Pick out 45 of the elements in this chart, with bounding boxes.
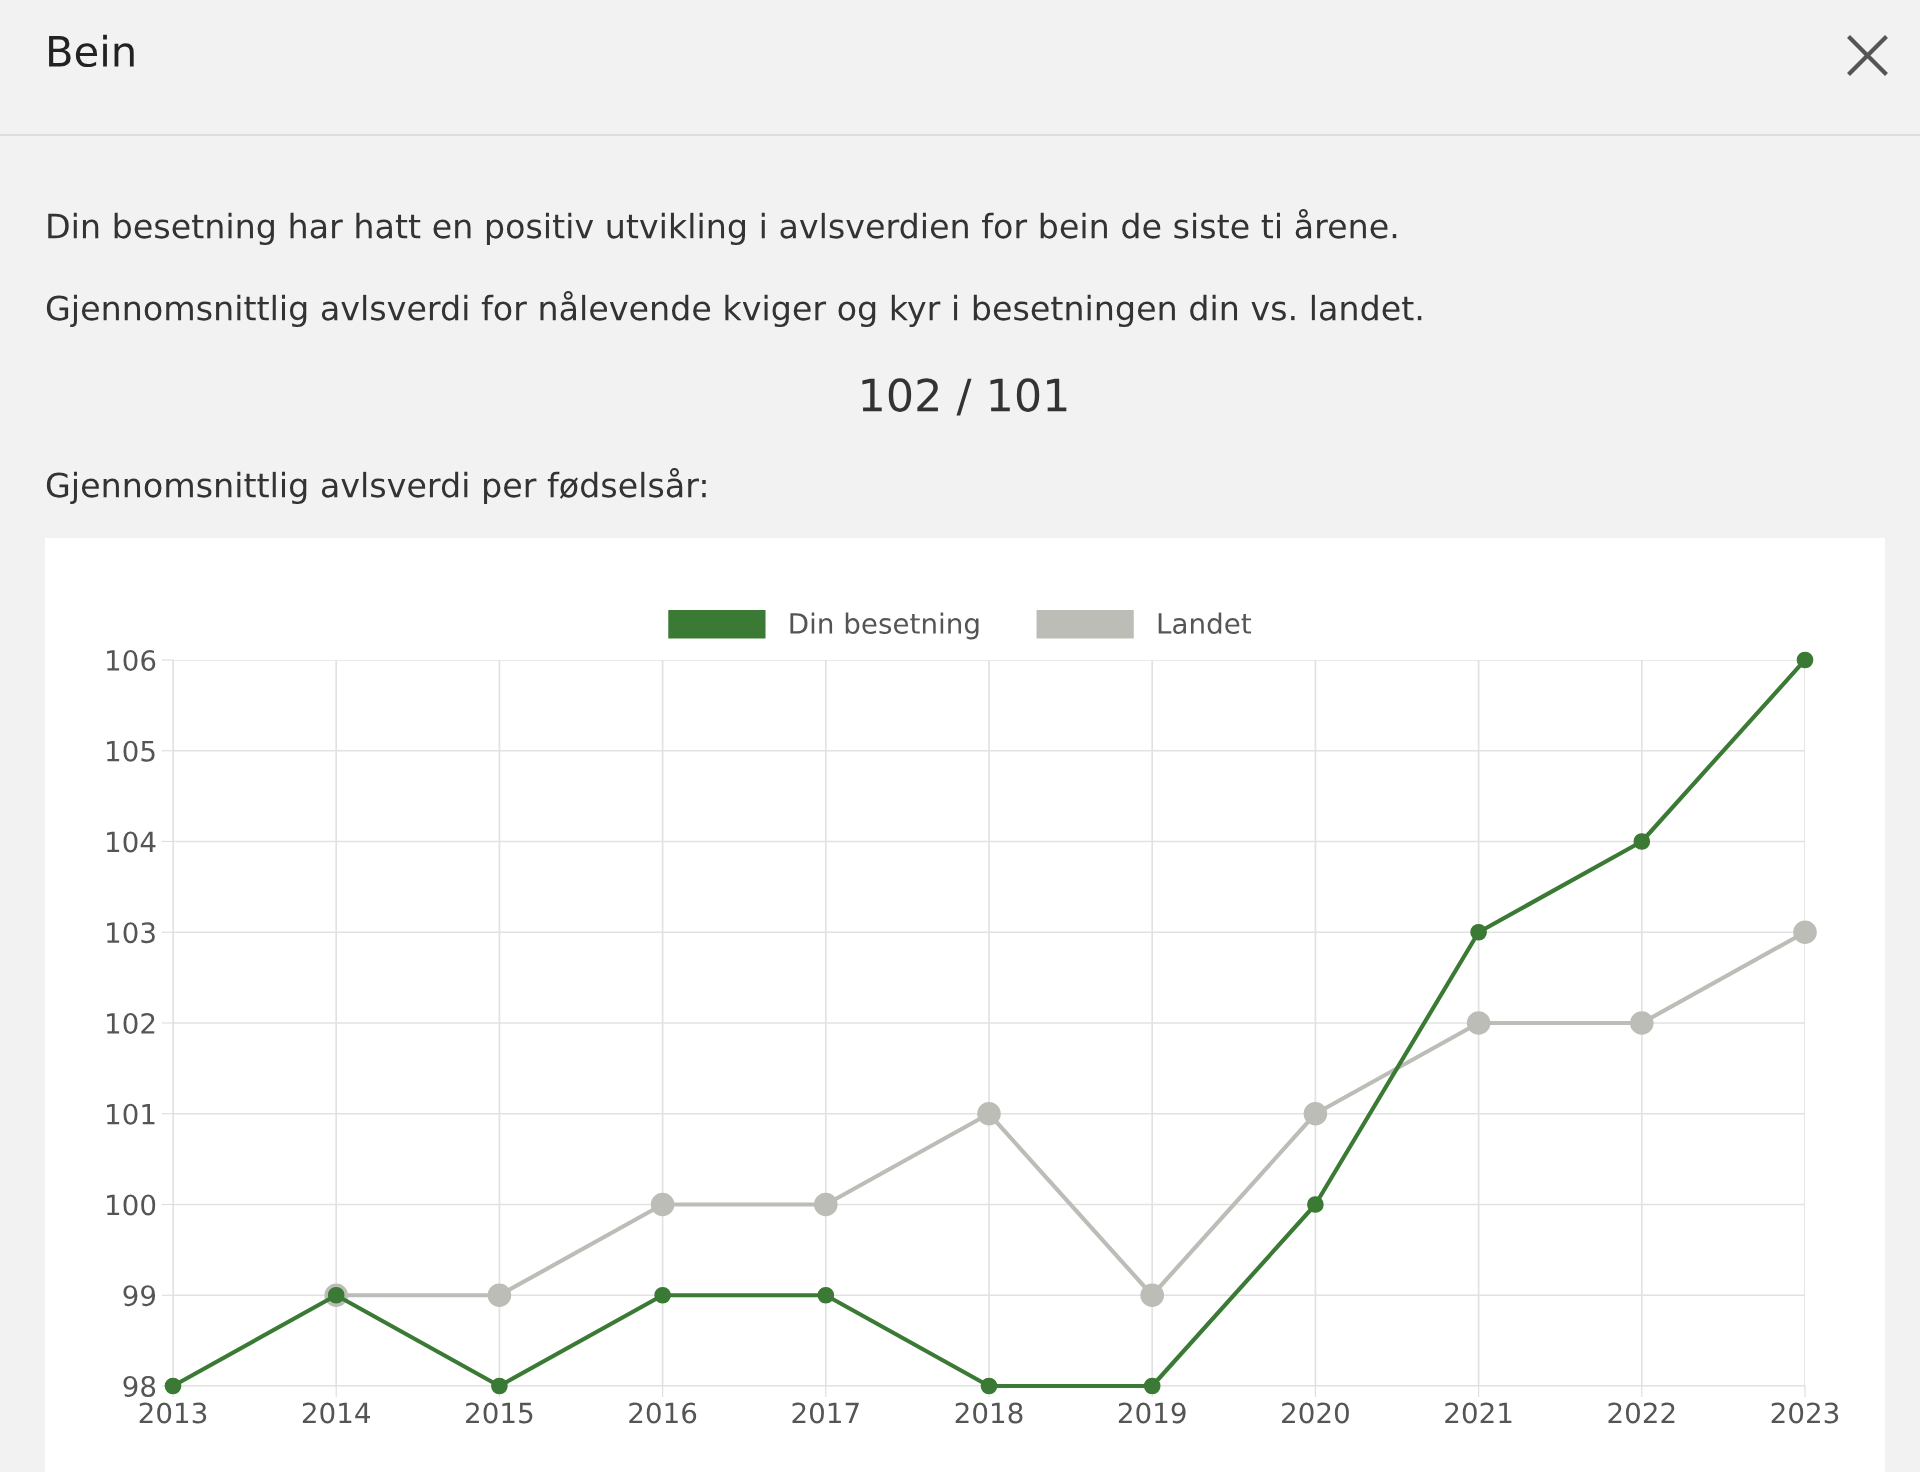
y-tick-label: 106 <box>107 649 156 671</box>
legend-label: Landet <box>1158 612 1252 635</box>
x-tick-label: 2018 <box>955 1402 1023 1424</box>
x-tick-label: 2014 <box>302 1402 370 1424</box>
point <box>1466 1011 1491 1035</box>
point <box>1143 1377 1161 1395</box>
x-tick-label: 2023 <box>1771 1402 1839 1424</box>
y-tick-label: 105 <box>107 740 155 762</box>
point <box>1633 833 1651 850</box>
x-tick-label: 2020 <box>1282 1402 1349 1424</box>
point <box>1470 923 1487 941</box>
x-tick-label: 2015 <box>466 1402 533 1424</box>
point <box>980 1377 998 1395</box>
point <box>487 1283 512 1308</box>
point <box>817 1286 835 1304</box>
point <box>654 1286 671 1304</box>
point <box>1307 1196 1324 1213</box>
point <box>491 1377 508 1395</box>
y-tick-label: 101 <box>107 1103 155 1125</box>
y-tick-label: 98 <box>123 1375 156 1397</box>
point <box>813 1192 838 1217</box>
point <box>650 1192 675 1217</box>
text: Gjennomsnittlig avlsverdi for nålevende kviger og kyr i besetningen din vs. landet. <box>46 290 1422 328</box>
legend-label: Din besetning <box>790 612 979 640</box>
point <box>1140 1283 1165 1308</box>
point <box>1303 1101 1328 1126</box>
y-tick-label: 99 <box>123 1285 156 1307</box>
point <box>1629 1011 1654 1035</box>
point <box>1793 920 1817 945</box>
y-tick-label: 104 <box>107 831 156 853</box>
point <box>977 1101 1001 1126</box>
x-tick-label: 2017 <box>792 1402 859 1424</box>
x-tick-label: 2013 <box>139 1402 207 1424</box>
y-tick-label: 100 <box>107 1194 156 1216</box>
x-tick-label: 2019 <box>1118 1402 1186 1424</box>
y-tick-label: 102 <box>107 1012 155 1034</box>
point <box>1796 651 1814 669</box>
text: 102 / 101 <box>862 378 1067 416</box>
text: Din besetning har hatt en positiv utvikling i avlsverdien for bein de siste ti årene. <box>48 208 1397 246</box>
y-tick-label: 103 <box>107 922 155 944</box>
chart-title: Bein <box>49 34 134 68</box>
x-tick-label: 2016 <box>629 1402 697 1424</box>
x-tick-label: 2022 <box>1608 1402 1675 1424</box>
x-tick-label: 2021 <box>1445 1402 1512 1424</box>
chart-subtitle: Gjennomsnittlig avlsverdi per fødselsår: <box>46 467 706 505</box>
